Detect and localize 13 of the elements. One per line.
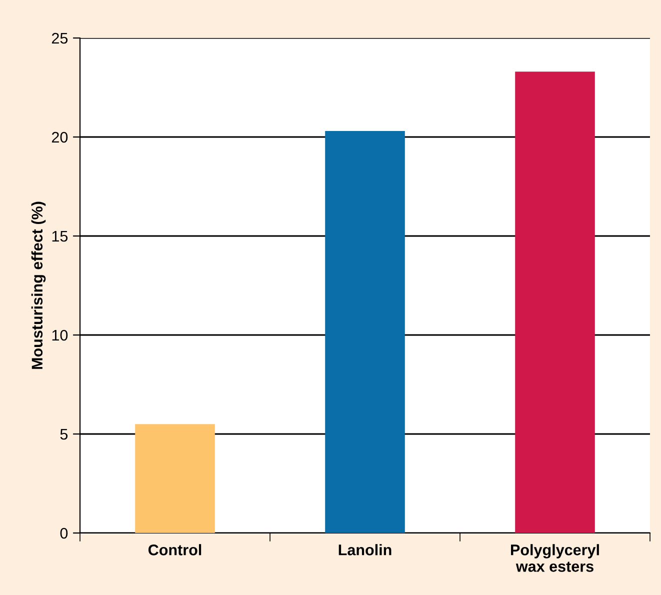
x-tick-label: Polyglyceryl wax esters — [511, 544, 599, 572]
x-tick-label: Control — [148, 544, 202, 556]
y-tick-label: 25 — [52, 32, 68, 44]
bar — [515, 72, 595, 533]
y-tick-label: 20 — [52, 132, 68, 143]
y-tick-label: 15 — [52, 231, 68, 242]
bar — [325, 131, 405, 533]
bar — [135, 424, 215, 533]
y-tick-label: 0 — [60, 528, 68, 539]
y-tick-label: 10 — [52, 330, 68, 341]
x-tick-label: Lanolin — [338, 544, 392, 556]
y-tick-label: 5 — [60, 429, 68, 440]
y-axis-title: Mousturising effect (%) — [31, 202, 46, 369]
